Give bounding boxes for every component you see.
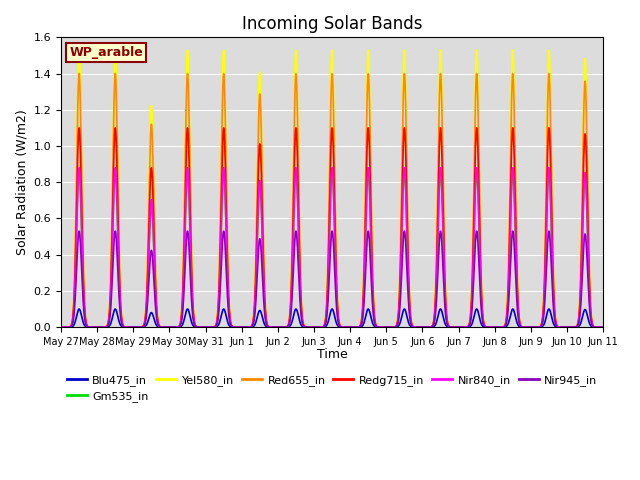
Nir840_in [57, 324, 65, 330]
Nir840_in [76, 165, 83, 170]
Red655_in [152, 260, 159, 265]
Gm535_in [119, 323, 127, 329]
X-axis label: Time: Time [317, 348, 348, 361]
Redg715_in [531, 324, 538, 330]
Redg715_in [119, 323, 127, 328]
Gm535_in [599, 324, 607, 330]
Redg715_in [599, 324, 607, 330]
Gm535_in [76, 170, 83, 176]
Yel580_in [589, 321, 596, 327]
Redg715_in [57, 324, 65, 330]
Red655_in [589, 322, 596, 327]
Red655_in [76, 71, 83, 76]
Line: Red655_in: Red655_in [61, 73, 603, 327]
Blu475_in [119, 324, 127, 330]
Nir840_in [599, 324, 607, 330]
Text: WP_arable: WP_arable [69, 46, 143, 59]
Line: Nir945_in: Nir945_in [61, 231, 603, 327]
Nir945_in [531, 324, 538, 330]
Redg715_in [289, 241, 296, 247]
Red655_in [599, 324, 607, 330]
Red655_in [289, 219, 296, 225]
Gm535_in [289, 260, 296, 266]
Nir945_in [599, 324, 607, 330]
Blu475_in [289, 317, 296, 323]
Nir945_in [265, 324, 273, 330]
Nir840_in [265, 324, 273, 330]
Nir945_in [57, 324, 65, 330]
Yel580_in [152, 253, 159, 259]
Line: Nir840_in: Nir840_in [61, 168, 603, 327]
Line: Gm535_in: Gm535_in [61, 173, 603, 327]
Nir945_in [119, 324, 127, 329]
Yel580_in [119, 322, 127, 328]
Red655_in [57, 324, 65, 330]
Nir945_in [289, 285, 296, 290]
Line: Redg715_in: Redg715_in [61, 128, 603, 327]
Gm535_in [152, 285, 159, 291]
Redg715_in [152, 274, 159, 279]
Yel580_in [531, 324, 538, 330]
Nir945_in [152, 300, 159, 306]
Yel580_in [599, 324, 607, 330]
Gm535_in [531, 324, 538, 330]
Nir840_in [531, 324, 538, 330]
Nir840_in [119, 323, 127, 329]
Blu475_in [589, 324, 596, 330]
Blu475_in [599, 324, 607, 330]
Gm535_in [265, 324, 273, 330]
Blu475_in [57, 324, 65, 330]
Yel580_in [57, 324, 65, 330]
Yel580_in [76, 47, 83, 53]
Y-axis label: Solar Radiation (W/m2): Solar Radiation (W/m2) [15, 109, 28, 255]
Line: Yel580_in: Yel580_in [61, 50, 603, 327]
Line: Blu475_in: Blu475_in [61, 309, 603, 327]
Redg715_in [589, 322, 596, 328]
Redg715_in [265, 324, 273, 330]
Blu475_in [265, 324, 273, 330]
Blu475_in [76, 306, 83, 312]
Red655_in [531, 324, 538, 330]
Gm535_in [589, 323, 596, 328]
Blu475_in [531, 324, 538, 330]
Nir840_in [289, 258, 296, 264]
Gm535_in [57, 324, 65, 330]
Red655_in [119, 322, 127, 328]
Red655_in [265, 324, 273, 330]
Legend: Blu475_in, Gm535_in, Yel580_in, Red655_in, Redg715_in, Nir840_in, Nir945_in: Blu475_in, Gm535_in, Yel580_in, Red655_i… [62, 371, 602, 407]
Yel580_in [289, 209, 296, 215]
Nir945_in [589, 323, 596, 329]
Yel580_in [265, 324, 273, 330]
Blu475_in [152, 320, 159, 325]
Title: Incoming Solar Bands: Incoming Solar Bands [242, 15, 422, 33]
Nir945_in [76, 228, 83, 234]
Nir840_in [589, 323, 596, 328]
Nir840_in [152, 284, 159, 289]
Redg715_in [76, 125, 83, 131]
